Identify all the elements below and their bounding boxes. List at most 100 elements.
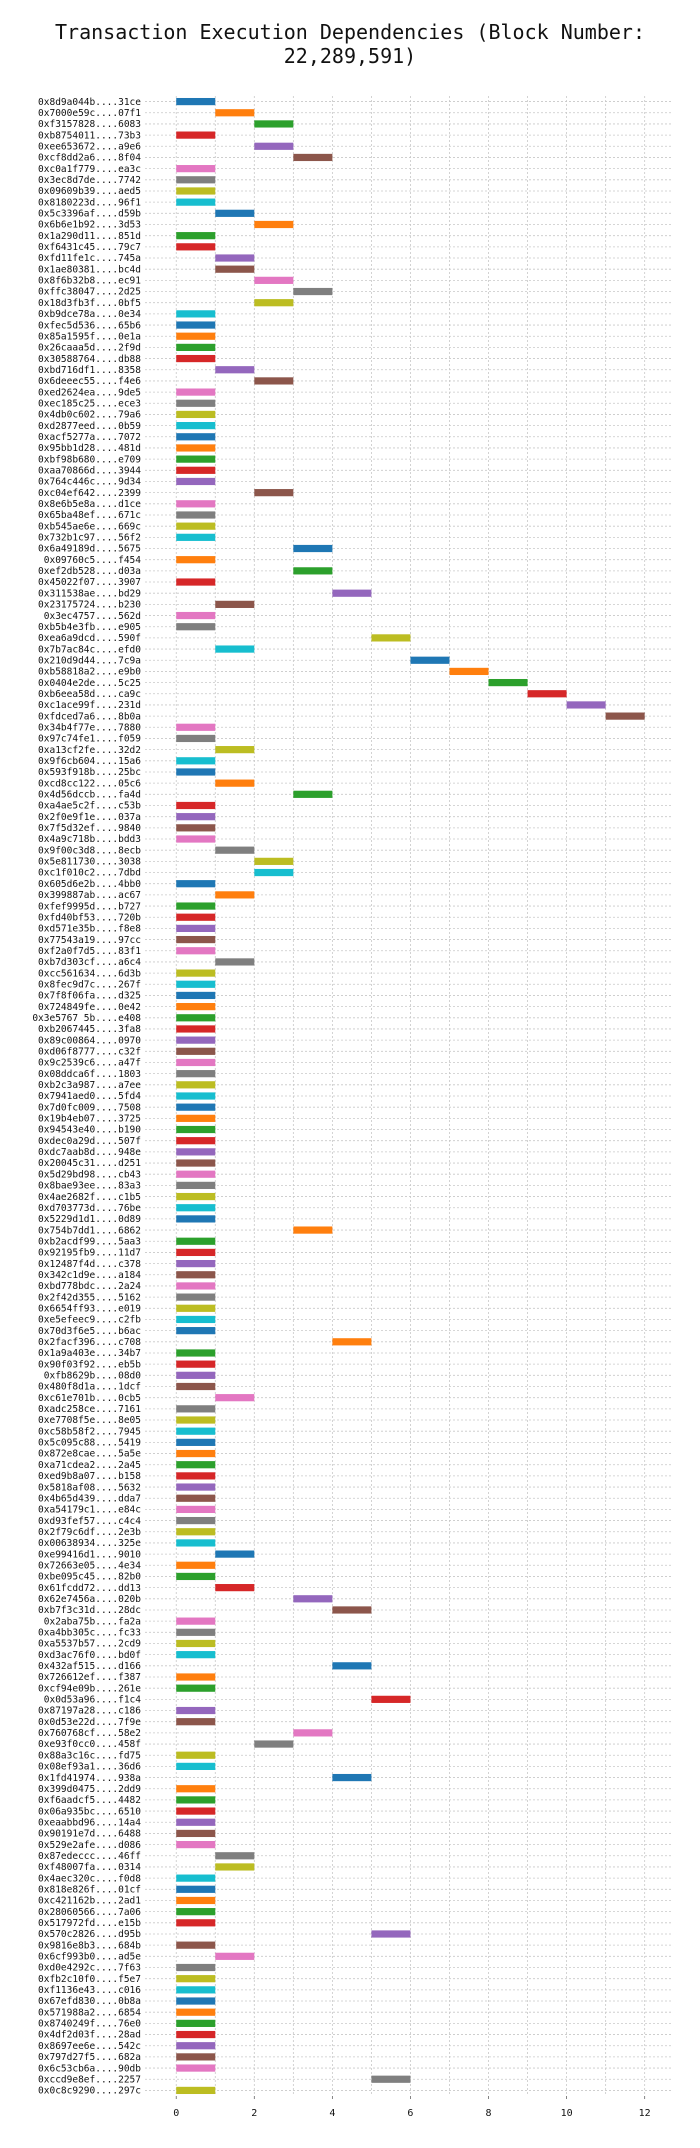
task-bar [176,1047,216,1055]
task-bar [176,969,216,977]
tx-label: 0x28060566....7a06 [38,1907,141,1918]
task-bar [176,1829,216,1838]
tx-label: 0x593f918b....25bc [38,767,141,778]
task-bar [254,868,294,877]
tx-label: 0xadc258ce....7161 [38,1404,141,1415]
tx-label: 0xc61e701b....0cb5 [38,1393,141,1404]
task-bar [254,276,294,284]
task-bar [176,1807,216,1815]
tx-label: 0x8d9a044b....31ce [38,97,141,108]
tx-label: 0x67efd830....0b8a [38,1996,141,2007]
tx-label: 0x726612ef....f387 [38,1672,141,1683]
task-bar [176,243,216,251]
tx-label: 0xc421162b....2ad1 [38,1896,141,1907]
task-bar [176,1885,216,1893]
task-bar [176,1963,216,1972]
task-bar [176,422,216,430]
plot-area [144,95,673,2097]
tx-label: 0xaa70866d....3944 [38,466,141,477]
task-bar [176,1315,216,1324]
tx-label: 0x517972fd....e15b [38,1918,141,1929]
task-bar [176,388,216,396]
tx-label: 0x62e7456a....020b [38,1594,141,1605]
task-bar [176,477,216,486]
task-bar [449,667,489,676]
task-bar [176,1003,216,1011]
tx-label: 0xa71cdea2....2a45 [38,1460,141,1471]
tx-label: 0x2f0e9f1e....037a [38,812,141,823]
task-bar [371,2075,411,2083]
task-bar [410,656,450,664]
task-bar [176,466,216,474]
task-bar [176,198,216,206]
task-bar [176,1036,216,1044]
task-bar [293,544,333,553]
tx-label: 0x8e6b5e8a....d1ce [38,499,141,510]
tx-label: 0x760768cf....58e2 [38,1728,141,1739]
task-bar [176,1762,216,1770]
task-bar [215,1550,255,1558]
tx-label: 0xc0a1f779....ea3c [38,164,141,175]
task-bar [293,153,333,162]
task-bar [176,1081,216,1089]
task-bar [254,857,294,865]
tx-label: 0xa13cf2fe....32d2 [38,745,141,756]
task-bar [254,377,294,385]
task-bar [176,1237,216,1245]
task-bar [176,1204,216,1212]
tx-label: 0xa4bb305c....fc33 [38,1628,141,1639]
tx-label: 0xa5537b57....2cd9 [38,1639,141,1650]
task-bar [176,734,216,743]
task-bar [332,1606,372,1614]
tx-label: 0x26caaa5d....2f9d [38,343,141,354]
tx-label: 0x5229d1d1....0d89 [38,1214,141,1225]
task-bar [293,790,333,798]
task-bar [215,1852,255,1860]
tx-label: 0x7f5d32ef....9840 [38,823,141,834]
task-bar [176,1505,216,1514]
task-bar [176,924,216,933]
tx-label: 0xb545ae6e....669c [38,521,141,532]
tx-label: 0xcf8dd2a6....8f04 [38,153,141,164]
tx-label: 0xb5b4e3fb....e905 [38,622,141,633]
x-tick-label: 2 [251,2108,257,2119]
tx-label: 0x8740249f....76e0 [38,2019,141,2030]
tx-label: 0xd2877eed....0b59 [38,421,141,432]
tx-label: 0xb8754011....73b3 [38,130,141,141]
task-bar [176,1818,216,1826]
tx-label: 0xc1f010c2....7dbd [38,868,141,879]
tx-label: 0xe93f0cc0....458f [38,1739,141,1750]
tx-label: 0x4d56dccb....fa4d [38,790,141,801]
tx-label: 0x605d6e2b....4bb0 [38,879,141,890]
tx-label: 0xe7708f5e....8e05 [38,1415,141,1426]
tx-label: 0x7b7ac84c....efd0 [38,644,141,655]
tx-label: 0xec185c25....ece3 [38,398,141,409]
tx-label: 0xfb8629b....08d0 [44,1371,142,1382]
tx-label: 0xe99416d1....9010 [38,1549,141,1560]
task-bar [293,567,333,575]
task-bar [176,343,216,351]
tx-label: 0xee653672....a9e6 [38,141,141,152]
tx-label: 0xf48007fa....0314 [38,1862,141,1873]
task-bar [371,1695,411,1703]
tx-label: 0x5e811730....3038 [38,857,141,868]
tx-label: 0x65ba48ef....671c [38,510,141,521]
task-bar [215,1394,255,1402]
task-bar [176,433,216,441]
tx-label: 0x70d3f6e5....b6ac [38,1326,141,1337]
tx-label: 0x2f42d355....5162 [38,1292,141,1303]
tx-label: 0x724849fe....0e42 [38,1002,141,1013]
task-bar [176,991,216,1000]
task-bar [176,1461,216,1469]
task-bar [176,1706,216,1715]
task-bar [176,511,216,519]
task-bar [176,232,216,240]
task-bar [176,1651,216,1659]
task-bar [176,1539,216,1547]
tx-label: 0x08ddca6f....1803 [38,1069,141,1080]
task-bar [176,1215,216,1223]
task-bar [215,891,255,899]
tx-label: 0x399887ab....ac67 [38,890,141,901]
task-bar [176,131,216,139]
